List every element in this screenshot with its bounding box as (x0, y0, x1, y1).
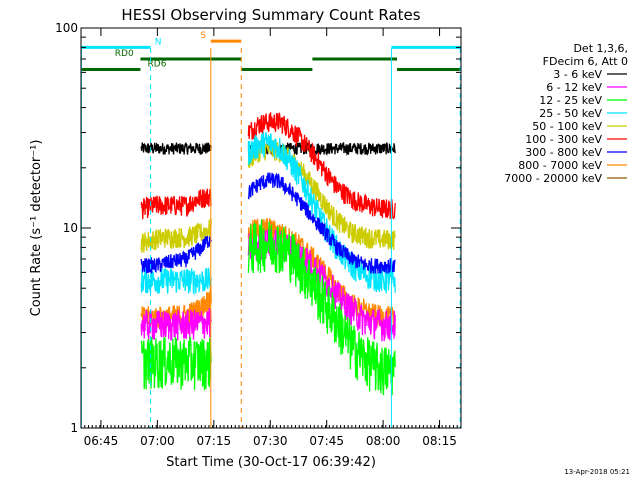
legend-label-2: 12 - 25 keV (539, 94, 602, 107)
legend-label-3: 25 - 50 keV (539, 107, 602, 120)
legend-header-1: FDecim 6, Att 0 (543, 55, 628, 68)
series-line-300-800-kev-0 (140, 235, 212, 274)
series-line-3-6-kev-0 (140, 141, 212, 156)
x-tick-label-07:45: 07:45 (309, 434, 344, 448)
footer-date: 13-Apr-2018 05:21 (564, 468, 630, 476)
y-axis-label: Count Rate (s⁻¹ detector⁻¹) (29, 140, 44, 317)
series-line-300-800-kev-1 (247, 172, 396, 274)
x-tick-label-07:00: 07:00 (140, 434, 175, 448)
x-tick-label-07:30: 07:30 (253, 434, 288, 448)
legend-label-6: 300 - 800 keV (525, 146, 602, 159)
x-tick-label-08:15: 08:15 (422, 434, 457, 448)
series-line-100-300-kev-0 (140, 188, 212, 220)
y-tick-label-1: 1 (70, 421, 78, 435)
series-layer (140, 112, 396, 396)
y-tick-label-100: 100 (55, 21, 78, 35)
legend-label-4: 50 - 100 keV (532, 120, 602, 133)
series-line-100-300-kev-1 (247, 112, 396, 220)
series-line-800-7000-kev-0 (140, 285, 212, 329)
x-axis-label: Start Time (30-Oct-17 06:39:42) (166, 455, 376, 470)
flag-label-n: N (155, 37, 162, 47)
series-line-12-25-kev-0 (140, 336, 212, 391)
chart-title: HESSI Observing Summary Count Rates (121, 6, 420, 24)
series-line-25-50-kev-1 (247, 131, 396, 295)
flag-bars-layer: N RD0 RD6 S (81, 31, 461, 72)
flag-label-rd6: RD6 (148, 60, 167, 70)
legend-label-5: 100 - 300 keV (525, 133, 602, 146)
series-line-50-100-kev-0 (140, 218, 212, 253)
series-line-12-25-kev-1 (247, 219, 396, 396)
legend-label-7: 800 - 7000 keV (518, 159, 602, 172)
x-tick-label-06:45: 06:45 (84, 434, 119, 448)
legend-label-0: 3 - 6 keV (553, 68, 602, 81)
series-line-25-50-kev-0 (140, 267, 212, 296)
y-tick-label-10: 10 (63, 221, 78, 235)
axes-layer: 06:45 07:00 07:15 07:30 07:45 08:00 08:15 1 10 10… (55, 21, 461, 448)
series-line-6-12-kev-0 (140, 307, 212, 341)
flag-label-s: S (200, 31, 206, 41)
x-tick-label-08:00: 08:00 (366, 434, 401, 448)
legend-header-0: Det 1,3,6, (573, 42, 628, 55)
legend-label-1: 6 - 12 keV (546, 81, 602, 94)
legend-label-8: 7000 - 20000 keV (504, 172, 602, 185)
flag-label-rd0: RD0 (115, 49, 134, 59)
x-tick-label-07:15: 07:15 (197, 434, 232, 448)
series-line-800-7000-kev-1 (247, 217, 396, 329)
